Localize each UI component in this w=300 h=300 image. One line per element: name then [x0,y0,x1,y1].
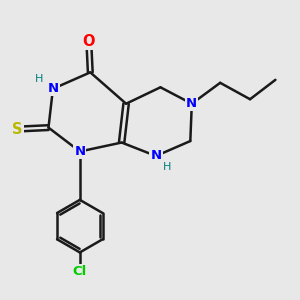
Text: S: S [12,122,22,136]
Text: O: O [82,34,95,49]
Text: N: N [186,97,197,110]
Text: H: H [34,74,43,84]
Text: N: N [47,82,58,95]
Text: H: H [163,162,172,172]
Text: N: N [74,145,86,158]
Text: N: N [150,149,161,163]
Text: Cl: Cl [73,265,87,278]
